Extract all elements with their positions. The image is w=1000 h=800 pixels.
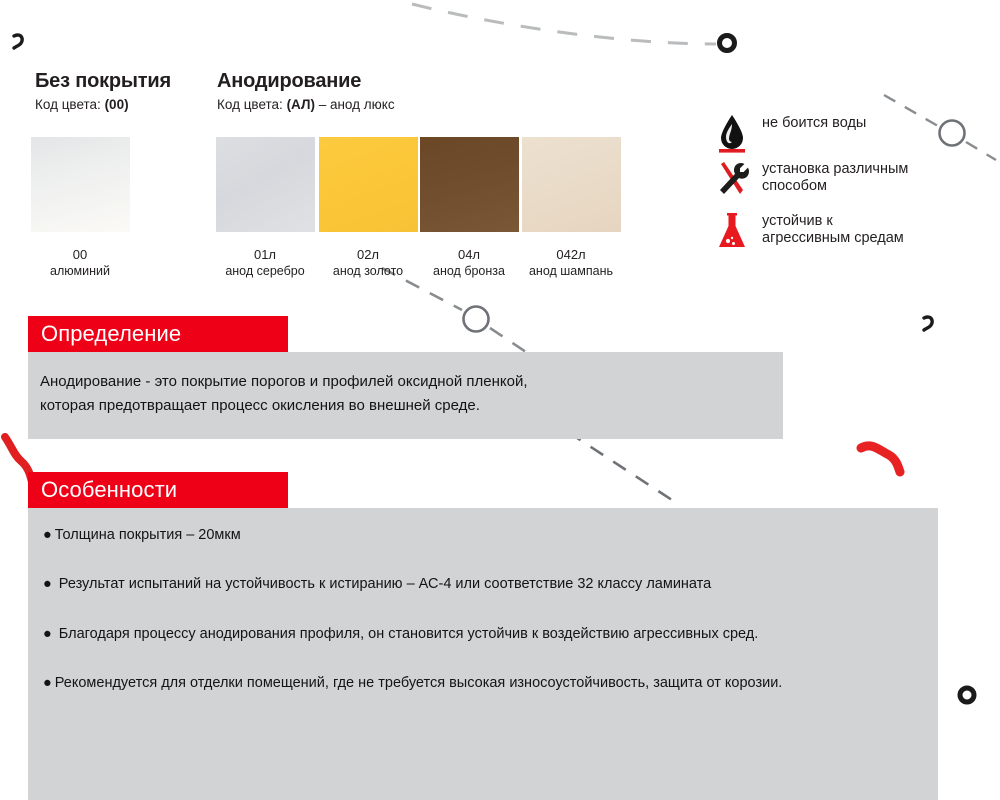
swatch-caption-02l: 02л анод золото (303, 246, 433, 280)
swatch-code-042l: 042л (556, 247, 586, 262)
section-tab-features: Особенности (28, 472, 288, 508)
swatch-code-04l: 04л (457, 247, 481, 262)
list-item: ● Рекомендуется для отделки помещений, гд… (43, 672, 928, 694)
swatch-code-02l: 02л (356, 247, 380, 262)
list-item-text: Толщина покрытия – 20мкм (54, 527, 241, 543)
list-item-text: Рекомендуется для отделки помещений, где… (54, 675, 783, 692)
dashed-line-topright-2 (965, 140, 997, 162)
list-item: ● Толщина покрытия – 20мкм (43, 524, 928, 546)
list-item: ● Результат испытаний на устойчивость к … (43, 573, 928, 595)
dashed-curve-top (411, 2, 717, 46)
swatch-name-00: алюминий (50, 264, 110, 279)
comma-mark-topleft (12, 33, 24, 50)
group-subtitle-uncoated: Код цвета: (00) (35, 97, 129, 112)
group-title-anodizing: Анодирование (217, 70, 362, 92)
list-item-text: Результат испытаний на устойчивость к ис… (54, 576, 712, 593)
group-subtitle-anodizing-suffix: – анод люкс (314, 97, 395, 112)
swatch-code-00: 00 (72, 247, 88, 262)
group-subtitle-anodizing-code: (АЛ) (286, 97, 315, 112)
feature-label-water: не боится воды (762, 115, 867, 131)
ring-solid-top (717, 33, 737, 53)
dashed-diagonal-lower-2 (567, 430, 673, 502)
ring-outline-middle (462, 305, 490, 333)
feature-item-installation: установка различным способом (714, 158, 908, 200)
bullet-dot: ● (43, 576, 52, 593)
section-tab-definition: Определение (28, 316, 288, 352)
swatch-name-01l: анод серебро (225, 264, 305, 279)
feature-label-chemical: устойчив к агрессивным средам (762, 213, 904, 247)
swatch-caption-042l: 042л анод шампань (506, 246, 636, 280)
swatch-caption-00: 00 алюминий (15, 246, 145, 280)
bullet-dot: ● (43, 625, 52, 642)
list-item-text: Благодаря процессу анодирования профиля,… (54, 625, 759, 642)
swatch-04l[interactable] (420, 137, 519, 232)
bullet-dot: ● (43, 675, 52, 692)
feature-item-chemical: устойчив к агрессивным средам (714, 210, 904, 252)
group-subtitle-uncoated-code: (00) (104, 97, 129, 112)
dashed-line-topright (883, 93, 939, 128)
list-item: ● Благодаря процессу анодирования профил… (43, 623, 928, 645)
squiggle-red-right (856, 441, 905, 477)
swatch-name-04l: анод бронза (433, 264, 505, 279)
features-bullet-list: ● Толщина покрытия – 20мкм ● Результат ис… (43, 524, 928, 695)
wrench-screwdriver-icon (714, 158, 750, 200)
comma-mark-right (922, 315, 934, 332)
ring-solid-bottom (957, 685, 977, 705)
group-subtitle-uncoated-prefix: Код цвета: (35, 97, 105, 112)
feature-label-installation: установка различным способом (762, 161, 909, 195)
swatch-01l[interactable] (216, 137, 315, 232)
group-subtitle-anodizing-prefix: Код цвета: (217, 97, 287, 112)
group-subtitle-anodizing: Код цвета: (АЛ) – анод люкс (217, 97, 395, 112)
swatch-00[interactable] (31, 137, 130, 232)
swatch-caption-04l: 04л анод бронза (404, 246, 534, 280)
flask-icon (714, 210, 750, 252)
swatch-caption-01l: 01л анод серебро (200, 246, 330, 280)
definition-panel (28, 352, 783, 439)
bullet-dot: ● (43, 527, 52, 543)
swatch-name-042l: анод шампань (528, 264, 613, 279)
definition-text: Анодирование - это покрытие порогов и пр… (40, 373, 528, 415)
swatch-02l[interactable] (319, 137, 418, 232)
water-drop-icon (714, 112, 750, 154)
swatch-name-02l: анод золото (332, 264, 404, 279)
group-title-uncoated: Без покрытия (35, 70, 171, 92)
swatch-code-01l: 01л (253, 247, 277, 262)
ring-outline-topright (938, 119, 966, 147)
feature-item-water: не боится воды (714, 112, 866, 154)
swatch-042l[interactable] (522, 137, 621, 232)
features-panel (28, 508, 938, 800)
